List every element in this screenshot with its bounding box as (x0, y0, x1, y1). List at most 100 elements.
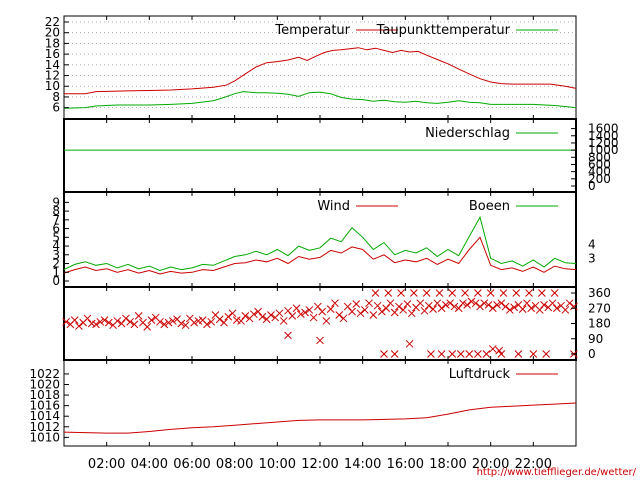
wind-direction-point-46 (258, 312, 267, 321)
wind-direction-point-78 (395, 302, 403, 311)
marker-stroke-b (96, 317, 105, 326)
marker-stroke-b (258, 312, 267, 321)
wind-direction-point-104 (506, 306, 514, 314)
wind-direction-point-84 (420, 306, 429, 315)
marker-stroke-b (390, 350, 399, 358)
x-tick-label-2: 06:00 (173, 457, 210, 472)
wind-direction-point-91 (450, 302, 459, 311)
marker-stroke-b (343, 302, 352, 311)
marker-stroke-b (493, 301, 501, 309)
marker-stroke-b (309, 313, 318, 322)
wind-direction-point-98 (480, 299, 489, 308)
marker-stroke-b (83, 314, 92, 323)
marker-stroke-b (224, 312, 233, 321)
marker-stroke-b (384, 289, 393, 297)
marker-stroke-b (215, 315, 224, 324)
wind-direction-point-145 (514, 350, 523, 358)
wind-direction-point-50 (275, 309, 284, 318)
y-tick-label-wind_direction-4: 360 (588, 286, 611, 300)
y-tick-label-precipitation-3: 600 (588, 157, 611, 171)
marker-stroke-b (339, 314, 348, 323)
marker-stroke-b (104, 318, 113, 327)
marker-stroke-b (422, 289, 431, 297)
wind-direction-point-66 (343, 302, 352, 311)
marker-stroke-b (448, 289, 457, 297)
wind-direction-point-16 (130, 320, 139, 329)
marker-stroke-b (542, 350, 550, 358)
marker-stroke-b (250, 310, 258, 319)
marker-stroke-b (448, 350, 457, 358)
wind-direction-point-131 (512, 289, 521, 297)
y-tick-label-temperature-8: 22 (45, 15, 60, 29)
x-tick-label-5: 12:00 (301, 457, 338, 472)
wind-direction-point-126 (448, 289, 457, 297)
marker-stroke-b (523, 299, 531, 308)
wind-direction-point-89 (442, 301, 450, 309)
wind-direction-point-118 (565, 299, 574, 308)
wind-direction-point-54 (292, 304, 301, 313)
marker-stroke-b (467, 297, 476, 306)
wind-direction-point-5 (83, 314, 92, 323)
marker-stroke-b (557, 301, 565, 310)
wind-direction-point-127 (461, 289, 469, 297)
marker-stroke-b (156, 317, 164, 326)
marker-stroke-b (348, 307, 356, 316)
y-tick-label-precipitation-8: 1600 (588, 122, 619, 136)
marker-stroke-b (570, 302, 578, 311)
marker-stroke-b (134, 312, 143, 320)
wind-direction-point-59 (314, 302, 322, 311)
y-tick-label-temperature-3: 12 (45, 69, 60, 83)
wind-direction-point-86 (429, 305, 437, 313)
x-tick-label-0: 02:00 (88, 457, 125, 472)
wind-direction-point-140 (456, 350, 465, 358)
marker-stroke-b (331, 299, 339, 308)
wind-direction-point-68 (352, 300, 361, 308)
y-tick-label-wind_direction-0: 0 (588, 347, 596, 361)
wind-direction-point-36 (215, 315, 224, 324)
marker-stroke-b (360, 306, 369, 314)
wind-direction-point-87 (433, 299, 442, 308)
wind-direction-point-119 (570, 302, 578, 311)
wind-direction-point-107 (518, 305, 527, 313)
y-tick-label-precipitation-6: 1200 (588, 136, 619, 150)
wind-direction-point-109 (527, 304, 536, 313)
wind-direction-point-80 (403, 300, 412, 308)
marker-stroke-b (403, 300, 412, 308)
marker-stroke-b (529, 350, 538, 358)
marker-stroke-b (117, 319, 126, 328)
wind-direction-point-150 (316, 336, 324, 345)
marker-stroke-b (518, 305, 527, 313)
marker-stroke-b (552, 304, 561, 313)
marker-stroke-b (512, 289, 521, 297)
y-tick-label-temperature-2: 10 (45, 79, 60, 93)
marker-stroke-b (267, 311, 275, 319)
marker-stroke-b (416, 299, 425, 308)
marker-stroke-b (284, 306, 292, 315)
marker-stroke-b (292, 304, 301, 313)
y-tick-label-wind-8: 8 (52, 204, 60, 218)
marker-stroke-b (429, 305, 437, 313)
y-tick-label-wind-9: 9 (52, 195, 60, 209)
wind-direction-point-44 (250, 310, 258, 319)
series-line-taupunkttemperatur (63, 91, 577, 109)
marker-stroke-b (514, 350, 523, 358)
wind-direction-point-61 (322, 317, 331, 325)
wind-direction-point-28 (181, 321, 190, 330)
marker-stroke-b (482, 350, 491, 358)
wind-direction-point-27 (177, 319, 186, 328)
x-tick-label-1: 04:00 (131, 457, 168, 472)
wind-direction-point-114 (548, 299, 557, 308)
wind-direction-point-53 (288, 312, 297, 320)
wind-direction-point-83 (416, 299, 425, 308)
marker-stroke-b (480, 299, 489, 308)
wind-direction-point-42 (241, 312, 250, 320)
marker-stroke-b (186, 314, 194, 323)
wind-direction-point-56 (301, 308, 309, 317)
marker-stroke-b (538, 289, 546, 297)
marker-stroke-b (506, 306, 514, 314)
marker-stroke-b (454, 304, 463, 313)
marker-stroke-b (316, 336, 324, 345)
marker-stroke-b (168, 317, 177, 325)
wind-direction-point-39 (228, 309, 237, 318)
marker-stroke-b (435, 289, 444, 297)
